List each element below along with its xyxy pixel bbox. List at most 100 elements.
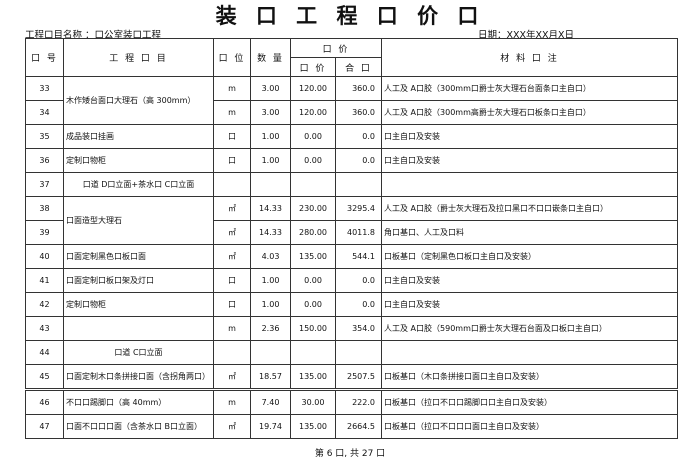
total xyxy=(335,340,382,365)
total: 222.0 xyxy=(335,388,382,415)
unit: ㎡ xyxy=(213,364,251,390)
unit-price: 230.00 xyxy=(290,196,336,221)
unit: m xyxy=(213,100,251,125)
table-row: 46 不口口踢脚口（高 40mm） m 7.40 30.00 222.0 口板基口（拉口不口… xyxy=(25,388,678,415)
table-row: 36 定制口物柜口 1.00 0.00 0.0 口主自口及安装 xyxy=(25,148,678,173)
quantity: 1.00 xyxy=(250,268,291,293)
header-qty: 数 量 xyxy=(250,38,291,77)
row-number: 42 xyxy=(25,292,64,317)
notes: 口主自口及安装 xyxy=(381,148,678,173)
table-row: 33 木作矮台面口大理石（高 300mm） m 3.00 120.00 360.0 人工及 … xyxy=(25,76,678,125)
unit: 口 xyxy=(213,124,251,149)
table-row: 44 口道 C口立面 xyxy=(25,340,678,365)
notes: 口板基口（拉口不口口口面口主自口及安装） xyxy=(381,414,678,439)
row-number: 43 xyxy=(25,316,64,341)
notes: 口板基口（定制黑色口板口主自口及安装） xyxy=(381,244,678,269)
unit: ㎡ xyxy=(213,414,251,439)
total: 3295.4 xyxy=(335,196,382,221)
date: 日期：XXX年XX月X日 xyxy=(478,30,575,41)
unit: m xyxy=(213,388,251,415)
table-row: 34 m 3.00 120.00 360.0 人工及 A口胶（300mm高爵士灰大理石口板… xyxy=(25,100,678,125)
quantity: 4.03 xyxy=(250,244,291,269)
row-number: 36 xyxy=(25,148,64,173)
header-seq: 口 号 xyxy=(25,38,64,77)
item-name: 口道 C口立面 xyxy=(63,340,214,365)
table-row: 45 口面定制木口条拼接口面（含拐角两口）㎡ 18.57 135.00 2507.5 口板… xyxy=(25,364,678,390)
unit-price: 135.00 xyxy=(290,414,336,439)
notes: 口板基口（木口条拼接口面口主自口及安装） xyxy=(381,364,678,390)
table-row: 42 定制口物柜口 1.00 0.00 0.0 口主自口及安装 xyxy=(25,292,678,317)
notes: 人工及 A口胶（300mm口爵士灰大理石台面条口主自口） xyxy=(381,76,678,101)
unit-price: 135.00 xyxy=(290,244,336,269)
item-name: 口面定制黑色口板口面 xyxy=(63,244,214,269)
header-unit-price: 口 价 xyxy=(290,57,336,77)
unit-price: 280.00 xyxy=(290,220,336,245)
quantity: 7.40 xyxy=(250,388,291,415)
unit-price: 0.00 xyxy=(290,148,336,173)
total: 360.0 xyxy=(335,76,382,101)
total: 360.0 xyxy=(335,100,382,125)
quantity: 2.36 xyxy=(250,316,291,341)
page-title: 装 口 工 程 口 价 口 xyxy=(215,4,485,28)
total: 2664.5 xyxy=(335,414,382,439)
unit: 口 xyxy=(213,268,251,293)
notes: 口主自口及安装 xyxy=(381,268,678,293)
quantity: 3.00 xyxy=(250,100,291,125)
table-row: 35 成品装口挂画口 1.00 0.00 0.0 口主自口及安装 xyxy=(25,124,678,149)
notes: 口主自口及安装 xyxy=(381,292,678,317)
row-number: 46 xyxy=(25,388,64,415)
quantity xyxy=(250,172,291,197)
unit-price: 135.00 xyxy=(290,364,336,390)
unit-price: 120.00 xyxy=(290,76,336,101)
item-name xyxy=(63,316,214,341)
unit-price xyxy=(290,172,336,197)
quote-table: 口 号 工 程 口 目 口 位 数 量 口 价 材 料 口 注 口 价 合 口 … xyxy=(25,38,678,439)
row-number: 41 xyxy=(25,268,64,293)
table-row: 37 口道 D口立面+茶水口 C口立面 xyxy=(25,172,678,197)
item-name: 口面造型大理石 xyxy=(63,196,214,245)
quantity: 1.00 xyxy=(250,292,291,317)
quantity: 19.74 xyxy=(250,414,291,439)
unit-price: 0.00 xyxy=(290,124,336,149)
row-number: 39 xyxy=(25,220,64,245)
header-notes: 材 料 口 注 xyxy=(381,38,678,77)
quantity: 18.57 xyxy=(250,364,291,390)
row-number: 37 xyxy=(25,172,64,197)
notes: 口主自口及安装 xyxy=(381,124,678,149)
unit: 口 xyxy=(213,148,251,173)
row-number: 45 xyxy=(25,364,64,390)
item-name: 口道 D口立面+茶水口 C口立面 xyxy=(63,172,214,197)
unit: m xyxy=(213,316,251,341)
total: 354.0 xyxy=(335,316,382,341)
unit xyxy=(213,172,251,197)
unit-price: 150.00 xyxy=(290,316,336,341)
item-name: 定制口物柜 xyxy=(63,148,214,173)
row-number: 47 xyxy=(25,414,64,439)
total xyxy=(335,172,382,197)
unit: m xyxy=(213,76,251,101)
row-number: 38 xyxy=(25,196,64,221)
item-name: 定制口物柜 xyxy=(63,292,214,317)
unit-price: 0.00 xyxy=(290,268,336,293)
unit: ㎡ xyxy=(213,220,251,245)
item-name: 口面不口口口面（含茶水口 B口立面） xyxy=(63,414,214,439)
item-name: 木作矮台面口大理石（高 300mm） xyxy=(63,76,214,125)
quantity: 1.00 xyxy=(250,124,291,149)
header-total: 合 口 xyxy=(335,57,382,77)
quantity: 3.00 xyxy=(250,76,291,101)
item-name: 口面定制木口条拼接口面（含拐角两口） xyxy=(63,364,214,390)
row-number: 44 xyxy=(25,340,64,365)
total: 4011.8 xyxy=(335,220,382,245)
notes: 人工及 A口胶（300mm高爵士灰大理石口板条口主自口） xyxy=(381,100,678,125)
item-name: 口面定制口板口架及灯口 xyxy=(63,268,214,293)
project-name: 工程口目名称 ：口公室装口工程 xyxy=(25,30,162,41)
row-number: 34 xyxy=(25,100,64,125)
row-number: 40 xyxy=(25,244,64,269)
total: 0.0 xyxy=(335,292,382,317)
unit xyxy=(213,340,251,365)
notes xyxy=(381,172,678,197)
row-number: 35 xyxy=(25,124,64,149)
row-number: 33 xyxy=(25,76,64,101)
